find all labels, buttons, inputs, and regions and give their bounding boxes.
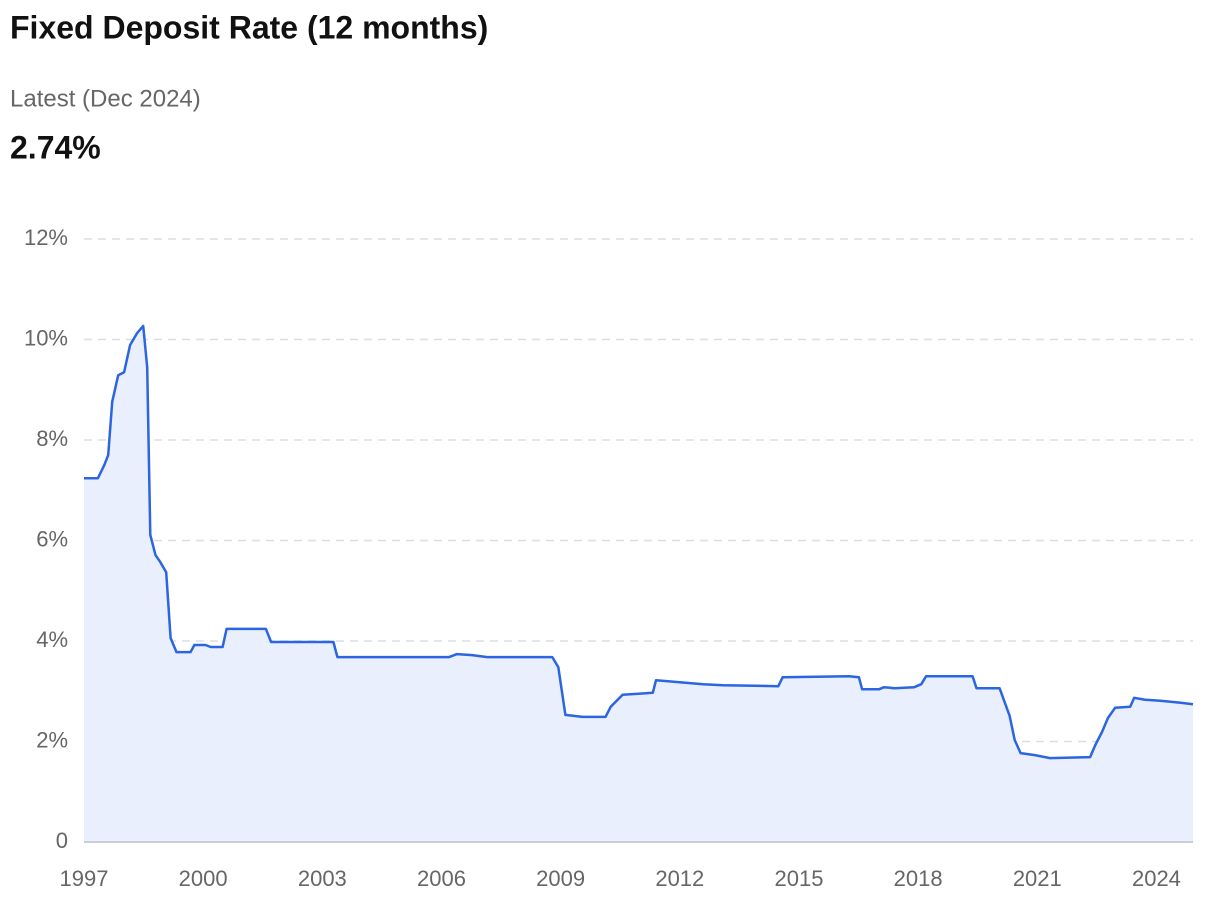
area: [84, 325, 1193, 842]
x-tick-label: 2015: [774, 866, 823, 891]
x-tick-label: 2000: [179, 866, 228, 891]
latest-label: Latest (Dec 2024): [10, 85, 201, 112]
x-tick-label: 1997: [60, 866, 109, 891]
x-tick-label: 2006: [417, 866, 466, 891]
x-tick-label: 2018: [894, 866, 943, 891]
y-tick-label: 4%: [36, 627, 68, 652]
y-tick-label: 12%: [24, 225, 68, 250]
x-tick-label: 2021: [1013, 866, 1062, 891]
y-tick-label: 8%: [36, 426, 68, 451]
chart-title: Fixed Deposit Rate (12 months): [10, 9, 488, 45]
x-tick-label: 2009: [536, 866, 585, 891]
x-tick-label: 2024: [1132, 866, 1181, 891]
x-tick-label: 2012: [655, 866, 704, 891]
line: [84, 324, 1194, 760]
latest-value: 2.74%: [10, 129, 101, 165]
y-tick-label: 6%: [36, 526, 68, 551]
y-tick-label: 0: [56, 828, 68, 853]
y-tick-label: 10%: [24, 325, 68, 350]
y-tick-label: 2%: [36, 727, 68, 752]
x-tick-label: 2003: [298, 866, 347, 891]
